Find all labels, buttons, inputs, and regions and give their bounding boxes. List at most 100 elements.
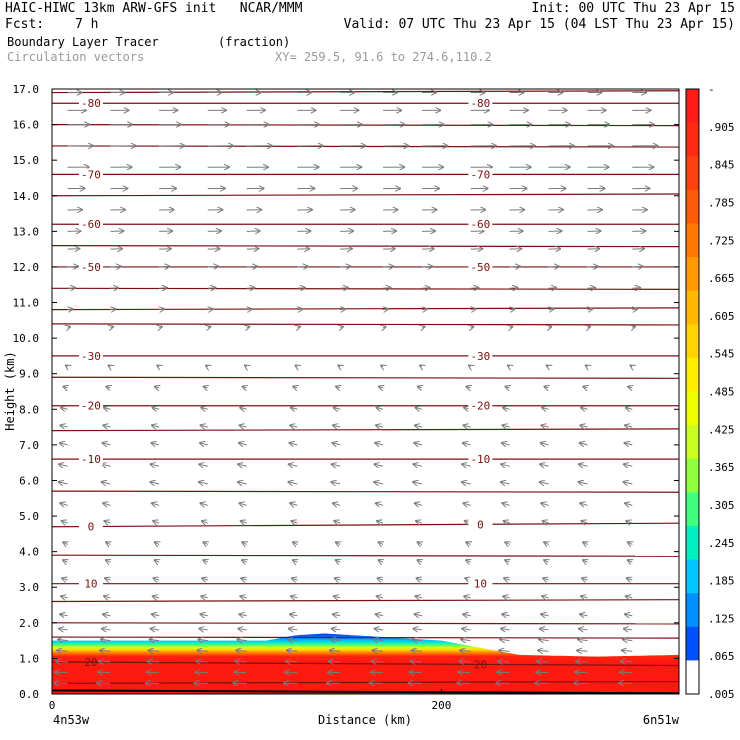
colorbar-label: .845 [708,159,735,172]
contour-line [52,661,679,667]
y-tick-label: 6.0 [19,474,39,487]
wind-vector [290,614,298,616]
contour-label: 20 [84,656,97,669]
y-tick-label: 1.0 [19,652,39,665]
wind-vector [288,639,298,640]
wind-vector [338,366,340,367]
contour-label: -50 [470,261,490,274]
colorbar-swatch [686,559,699,594]
wind-vector [336,560,340,562]
wind-vector [628,560,632,562]
colorbar-label: .185 [708,575,735,588]
contour-label: 20 [474,658,487,671]
contour-label-bg [468,518,493,531]
wind-vector [293,542,297,544]
wind-vector [374,464,384,466]
wind-vector [103,443,111,445]
wind-vector [632,266,642,267]
y-tick-label: 10.0 [13,332,40,345]
contour-label-bg [78,577,103,590]
wind-vector [241,578,246,580]
colorbar-label: .665 [708,272,735,285]
wind-vector [412,650,423,651]
wind-vector [289,464,298,466]
contour-label-bg [468,97,493,110]
wind-vector [238,464,247,466]
wind-vector [110,327,113,328]
wind-vector [413,482,423,484]
wind-vector [59,482,68,484]
wind-vector [539,639,549,640]
colorbar-label: .545 [708,348,735,361]
wind-vector [579,629,588,630]
wind-vector [626,408,633,410]
wind-vector [418,560,422,562]
wind-vector [296,366,298,367]
wind-vector [499,650,510,651]
wind-vector [333,503,341,505]
wind-vector [332,629,341,630]
wind-vector [577,650,588,651]
wind-vector [153,408,160,410]
wind-vector [60,425,68,427]
vector-field-name: Circulation vectors [7,50,145,64]
y-tick-label: 8.0 [19,403,39,416]
wind-vector [464,425,471,427]
wind-vector [201,408,208,410]
colorbar-swatch [686,122,699,157]
colorbar-frame [685,88,700,695]
wind-vector [462,629,471,630]
wind-vector [544,542,548,544]
wind-vector [159,327,162,328]
contour-label: -10 [81,453,101,466]
wind-vector [467,387,471,388]
wind-vector [544,387,548,388]
wind-vector [421,288,430,289]
wind-vector [501,482,510,484]
wind-vector [340,288,348,289]
wind-vector [106,387,110,388]
wind-vector [625,503,633,505]
xy-range: XY= 259.5, 91.6 to 274.6,110.2 [275,50,492,64]
colorbar-label: .725 [708,234,735,247]
colorbar-label: .125 [708,612,735,625]
field-units: (fraction) [218,35,291,49]
colorbar-swatch [686,626,699,661]
wind-vector [246,288,255,289]
wind-vector [502,614,510,616]
wind-vector [509,266,520,267]
colorbar-swatch [686,593,699,628]
colorbar-swatch [686,257,699,292]
wind-vector [151,629,160,630]
wind-vector [292,578,297,580]
wind-vector [461,639,471,640]
contour-label-bg [78,168,103,181]
wind-vector [630,366,632,367]
y-tick-label: 12.0 [13,261,40,274]
wind-vector [204,387,208,388]
y-tick-label: 0.0 [19,688,39,701]
wind-vector [549,309,554,310]
colorbar-label: .605 [708,310,735,323]
wind-vector [159,309,164,310]
colorbar-label: .005 [708,688,735,701]
wind-vector [106,560,111,562]
wind-vector [549,327,552,328]
contour-label: 10 [474,578,487,591]
wind-vector [623,639,633,640]
wind-vector [334,521,341,523]
colorbar-label: .245 [708,537,735,550]
wind-vector [240,425,247,427]
wind-vector [544,560,548,562]
contour-label-bg [78,260,103,273]
wind-vector [626,521,633,523]
wind-vector [243,387,247,388]
wind-vector [242,560,247,562]
contour-label: 10 [84,578,97,591]
wind-vector [109,366,111,367]
contour-line [52,90,679,94]
contour-line [52,287,679,290]
wind-vector [632,309,637,310]
contour-label: -20 [81,400,101,413]
contour-label: 0 [477,518,484,531]
